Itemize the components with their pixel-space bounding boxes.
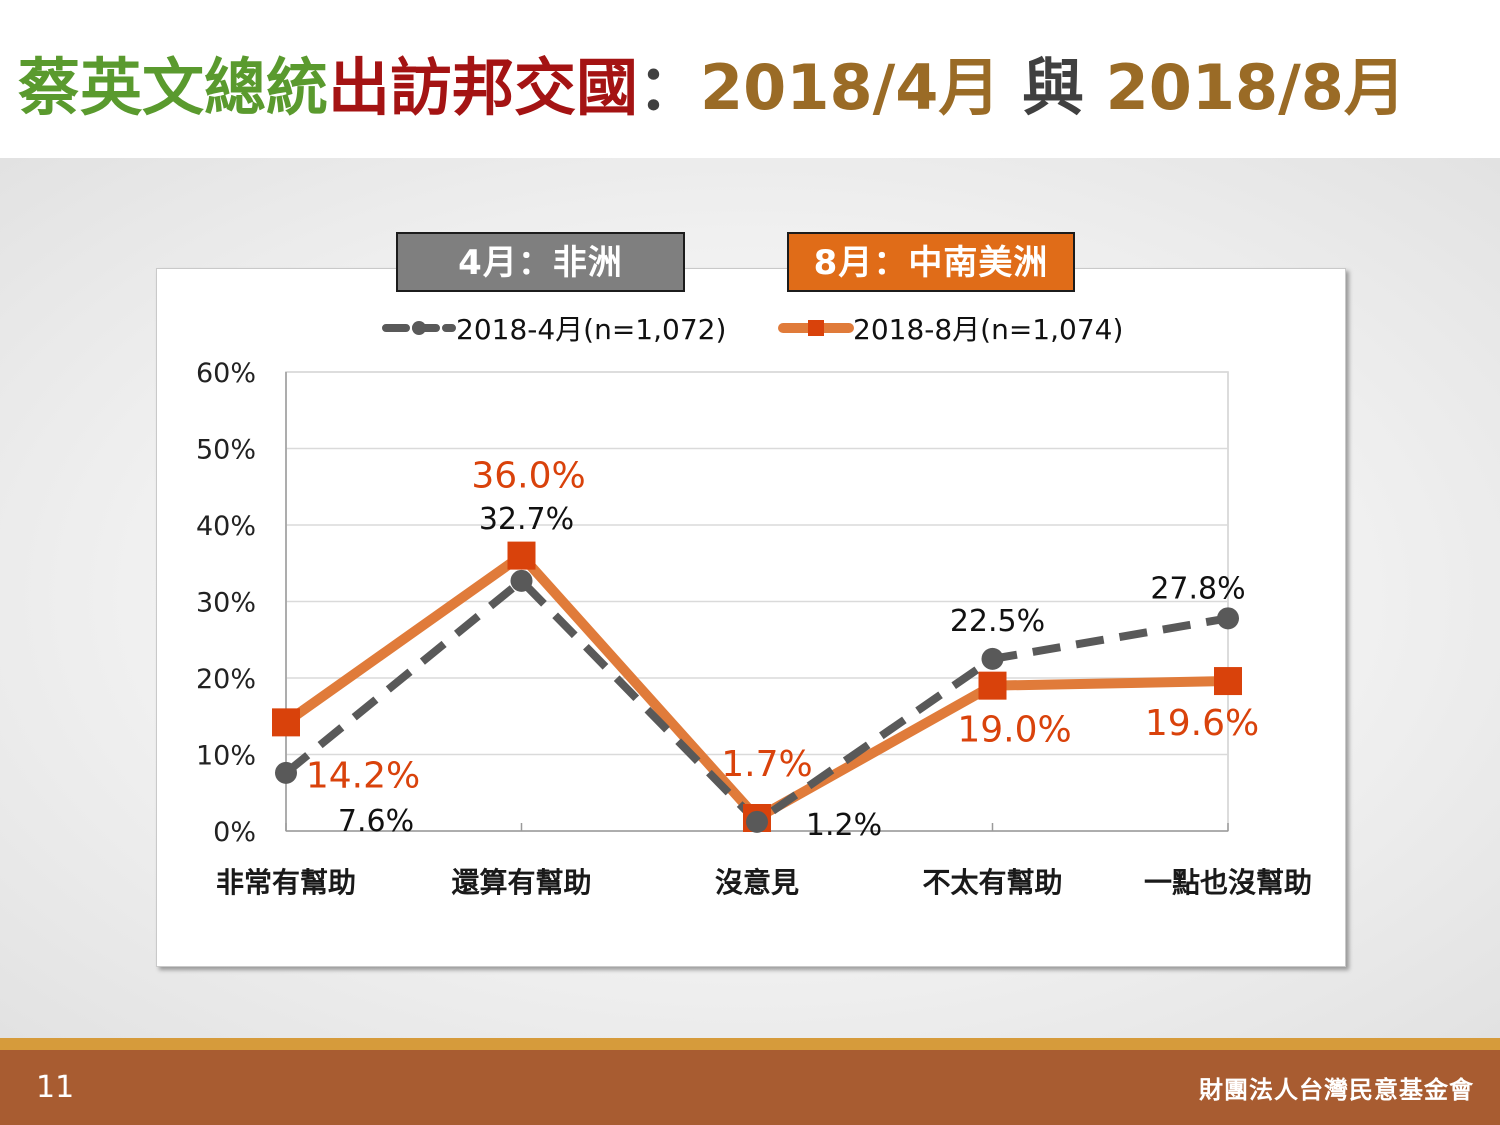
x-category-label: 一點也沒幫助 — [1144, 866, 1312, 899]
legend-swatch-august-marker — [808, 320, 824, 336]
point-august-square — [272, 708, 300, 737]
legend-swatch-april-marker — [412, 321, 426, 335]
data-label-april: 1.2% — [806, 808, 882, 843]
data-label-april: 7.6% — [338, 804, 414, 839]
data-label-april: 22.5% — [950, 604, 1045, 639]
title-part-august: 2018/8月 — [1105, 51, 1406, 124]
x-category-label: 還算有幫助 — [451, 866, 591, 899]
data-label-august: 1.7% — [721, 744, 812, 785]
point-april-circle — [746, 810, 768, 833]
point-april-circle — [510, 569, 533, 592]
page-number: 11 — [36, 1070, 75, 1105]
point-april-circle — [1217, 607, 1239, 630]
tag-april-africa: 4月：非洲 — [396, 232, 685, 292]
chart-panel — [156, 268, 1346, 967]
data-label-august: 36.0% — [471, 456, 585, 497]
y-tick-label: 50% — [196, 435, 256, 466]
title-part-visit: 出訪邦交國 — [328, 51, 639, 124]
point-august-square — [978, 671, 1007, 700]
data-label-august: 19.6% — [1145, 703, 1259, 744]
data-label-april: 32.7% — [479, 502, 574, 537]
y-tick-label: 60% — [196, 358, 256, 389]
x-category-label: 不太有幫助 — [922, 866, 1062, 899]
footer-bar: 11 財團法人台灣民意基金會 — [0, 1050, 1500, 1125]
y-tick-label: 40% — [196, 511, 256, 542]
title-part-and: 與 — [1021, 51, 1084, 124]
footer-stripe — [0, 1038, 1500, 1050]
x-category-label: 非常有幫助 — [216, 866, 356, 899]
point-april-circle — [275, 761, 297, 784]
point-august-square — [1214, 667, 1242, 696]
x-category-label: 沒意見 — [715, 866, 799, 899]
data-label-august: 14.2% — [306, 755, 420, 796]
tag-august-latin-america: 8月：中南美洲 — [787, 232, 1075, 292]
legend-label-april: 2018-4月(n=1,072) — [456, 313, 726, 346]
y-tick-label: 10% — [196, 741, 256, 772]
legend-label-august: 2018-8月(n=1,074) — [853, 313, 1123, 346]
point-august-square — [507, 541, 536, 570]
y-tick-label: 20% — [196, 664, 256, 695]
y-tick-label: 0% — [213, 817, 256, 848]
title-part-april: 2018/4月 — [700, 51, 1001, 124]
organization-name: 財團法人台灣民意基金會 — [1199, 1076, 1474, 1104]
slide-title: 蔡英文總統出訪邦交國：2018/4月 與 2018/8月 — [18, 48, 1406, 128]
title-separator: ： — [638, 51, 701, 124]
data-label-april: 27.8% — [1150, 571, 1245, 606]
title-part-president: 蔡英文總統 — [18, 51, 329, 124]
point-april-circle — [981, 647, 1004, 670]
data-label-august: 19.0% — [957, 710, 1071, 751]
y-tick-label: 30% — [196, 588, 256, 619]
